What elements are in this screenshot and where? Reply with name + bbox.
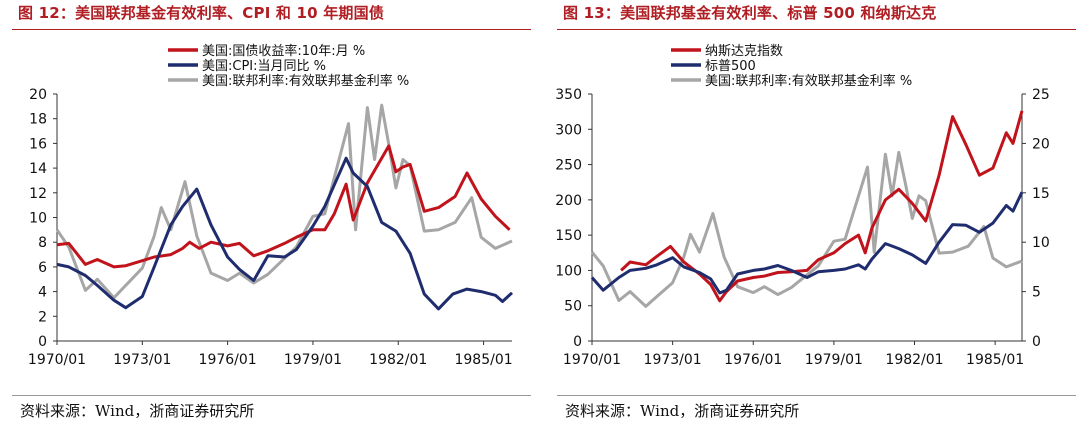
x-tick-label: 1982/01: [369, 352, 427, 368]
y-tick-label: 50: [564, 299, 582, 315]
x-tick-label: 1970/01: [28, 352, 86, 368]
series-line-2: [55, 103, 513, 300]
y2-tick-label: 10: [1032, 235, 1050, 251]
x-tick-label: 1976/01: [724, 352, 782, 368]
y2-tick-label: 25: [1032, 87, 1050, 103]
legend-label-1: 美国:CPI:当月同比 %: [202, 59, 326, 74]
legend-label-0: 纳斯达克指数: [705, 44, 783, 59]
x-tick-label: 1979/01: [284, 352, 342, 368]
y-tick-label: 200: [555, 193, 582, 209]
x-tick-label: 1982/01: [885, 352, 943, 368]
figure-12-title: 图 12：美国联邦基金有效利率、CPI 和 10 年期国债: [18, 4, 385, 22]
y2-tick-label: 0: [1032, 334, 1041, 350]
x-tick-label: 1985/01: [454, 352, 512, 368]
y-tick-label: 2: [38, 309, 47, 325]
series-line-0: [56, 144, 511, 269]
y-tick-label: 12: [29, 186, 47, 202]
figure-13-panel: 图 13：美国联邦基金有效利率、标普 500 和纳斯达克 0 50 100 150 20…: [545, 0, 1080, 430]
y-tick-label: 350: [555, 87, 582, 103]
x-tick-label: 1973/01: [113, 352, 171, 368]
legend-label-1: 标普500: [705, 59, 756, 74]
series-line-0: [620, 110, 1024, 303]
x-tick-label: 1979/01: [805, 352, 863, 368]
figure-13-source: 资料来源：Wind，浙商证券研究所: [565, 402, 800, 420]
series-line-1: [590, 191, 1024, 295]
figure-12-source: 资料来源：Wind，浙商证券研究所: [20, 402, 255, 420]
y-tick-label: 16: [29, 136, 47, 152]
y-tick-label: 250: [555, 158, 582, 174]
legend-label-0: 美国:国债收益率:10年:月 %: [202, 43, 365, 59]
x-tick-label: 1976/01: [199, 352, 257, 368]
x-tick-label: 1985/01: [966, 352, 1024, 368]
y-tick-label: 6: [38, 260, 47, 276]
y2-tick-label: 5: [1032, 285, 1041, 301]
series-line-2: [590, 150, 1023, 308]
figure-12-panel: 图 12：美国联邦基金有效利率、CPI 和 10 年期国债 0 2 4 6 8 10 12 1…: [0, 0, 535, 430]
legend-label-2: 美国:联邦利率:有效联邦基金利率 %: [705, 73, 912, 89]
y-tick-label: 0: [38, 334, 47, 350]
y-tick-label: 0: [573, 334, 582, 350]
y-tick-label: 4: [38, 285, 47, 301]
figure-13-title-rule: [557, 29, 1076, 30]
figure-12-chart: 0 2 4 6 8 10 12 14 16 18 20 1970/01 1973/01 1976/01 19…: [28, 43, 514, 368]
figure-13-title: 图 13：美国联邦基金有效利率、标普 500 和纳斯达克: [563, 4, 937, 22]
y-tick-label: 18: [29, 112, 47, 128]
x-tick-label: 1970/01: [563, 352, 621, 368]
y-tick-label: 20: [29, 87, 47, 103]
y-tick-label: 14: [29, 161, 47, 177]
y-tick-label: 10: [29, 211, 47, 227]
figure-13-chart: 0 50 100 150 200 250 300 350 0 5 10 15 20 25 1970/01 19…: [555, 44, 1050, 368]
y-tick-label: 300: [555, 122, 582, 138]
figure-12-source-rule: [12, 395, 531, 396]
y-tick-label: 100: [555, 263, 582, 279]
y-tick-label: 8: [38, 235, 47, 251]
y-tick-label: 150: [555, 228, 582, 244]
series-line-1: [56, 156, 514, 311]
figure-13-source-rule: [557, 395, 1076, 396]
y2-tick-label: 15: [1032, 186, 1050, 202]
legend-label-2: 美国:联邦利率:有效联邦基金利率 %: [202, 73, 409, 89]
y2-tick-label: 20: [1032, 136, 1050, 152]
x-tick-label: 1973/01: [644, 352, 702, 368]
figure-12-title-rule: [12, 29, 531, 30]
